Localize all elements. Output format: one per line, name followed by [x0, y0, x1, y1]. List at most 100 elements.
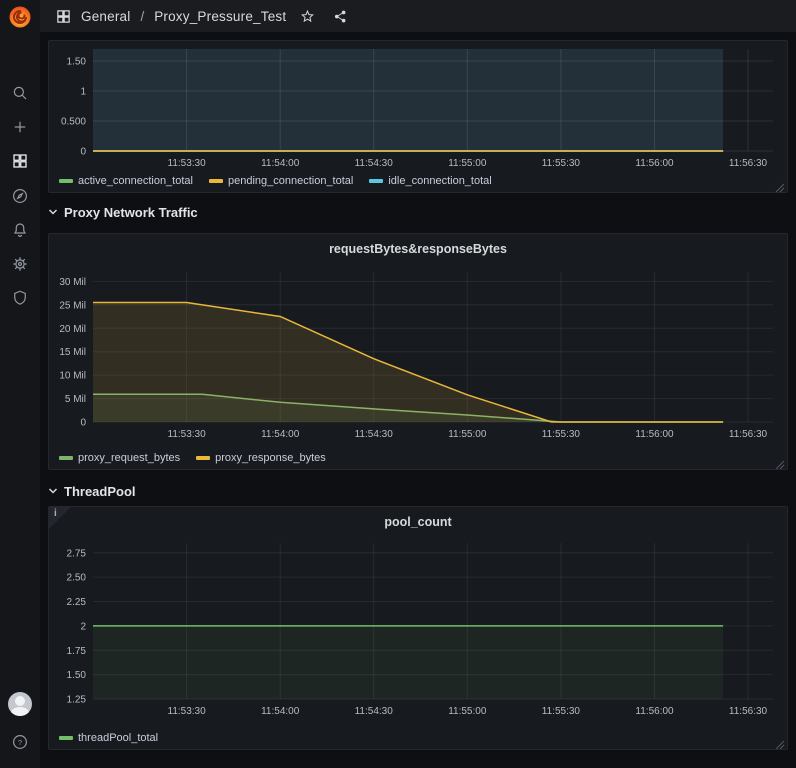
svg-text:11:55:30: 11:55:30 [542, 706, 581, 717]
legend-item[interactable]: idle_connection_total [369, 175, 492, 187]
sidebar: ? [0, 0, 40, 768]
legend-swatch-icon [59, 179, 73, 183]
legend-item[interactable]: pending_connection_total [208, 175, 354, 187]
panel-request-response-bytes: requestBytes&responseBytes 0 5 Mil 10 Mil 1… [48, 233, 788, 470]
svg-text:11:55:00: 11:55:00 [448, 706, 487, 717]
svg-text:11:55:30: 11:55:30 [542, 158, 581, 169]
svg-text:0: 0 [80, 147, 86, 158]
legend-label: idle_connection_total [388, 175, 492, 187]
svg-text:30 Mil: 30 Mil [59, 277, 86, 288]
legend-label: pending_connection_total [227, 175, 354, 187]
svg-text:11:55:30: 11:55:30 [542, 429, 581, 440]
svg-text:11:56:00: 11:56:00 [635, 158, 674, 169]
legend-swatch-icon [196, 456, 211, 460]
create-plus-icon[interactable] [0, 114, 40, 140]
svg-text:11:55:00: 11:55:00 [448, 158, 487, 169]
legend-swatch-icon [59, 736, 73, 740]
topbar: General / Proxy_Pressure_Test [40, 0, 796, 32]
svg-text:5 Mil: 5 Mil [65, 394, 86, 405]
svg-text:2.25: 2.25 [67, 597, 87, 608]
legend-label: proxy_response_bytes [215, 452, 326, 464]
svg-text:11:53:30: 11:53:30 [168, 706, 207, 717]
info-icon: i [54, 508, 57, 519]
svg-text:0: 0 [80, 418, 86, 429]
avatar-head [15, 696, 25, 706]
legend-swatch-icon [208, 179, 223, 183]
svg-text:25 Mil: 25 Mil [59, 300, 86, 311]
panel-resize-handle[interactable] [775, 737, 785, 750]
svg-text:?: ? [18, 738, 22, 747]
svg-text:20 Mil: 20 Mil [59, 324, 86, 335]
legend-item[interactable]: proxy_request_bytes [59, 452, 180, 464]
server-admin-shield-icon[interactable] [0, 285, 40, 311]
dashboards-icon[interactable] [0, 148, 40, 174]
svg-text:1.75: 1.75 [67, 646, 87, 657]
breadcrumb-dashboard-title[interactable]: Proxy_Pressure_Test [154, 8, 287, 24]
panel-title[interactable]: requestBytes&responseBytes [329, 242, 507, 256]
svg-text:11:56:30: 11:56:30 [729, 429, 768, 440]
legend-item[interactable]: threadPool_total [59, 732, 158, 744]
panel-connections: 0 0.500 1 1.50 11:53:30 11:54:00 11:54:30 11:55… [48, 40, 788, 193]
panel-resize-handle[interactable] [775, 180, 785, 193]
panel-title[interactable]: pool_count [384, 515, 452, 529]
svg-text:11:54:30: 11:54:30 [355, 158, 394, 169]
svg-text:11:56:00: 11:56:00 [635, 706, 674, 717]
svg-text:1: 1 [80, 87, 86, 98]
section-label: ThreadPool [64, 483, 136, 499]
search-icon[interactable] [0, 80, 40, 106]
svg-text:2.75: 2.75 [67, 548, 87, 559]
svg-text:11:54:00: 11:54:00 [261, 429, 300, 440]
chevron-down-icon [48, 488, 58, 494]
breadcrumb-separator: / [140, 8, 145, 24]
share-icon[interactable] [333, 9, 348, 24]
svg-text:1.50: 1.50 [67, 57, 87, 68]
row-threadpool[interactable]: ThreadPool [48, 479, 136, 503]
svg-text:2.50: 2.50 [67, 573, 87, 584]
alerting-bell-icon[interactable] [0, 217, 40, 243]
svg-text:2: 2 [80, 621, 86, 632]
connections-legend: active_connection_total pending_connectio… [59, 175, 492, 187]
legend-swatch-icon [59, 456, 73, 460]
grafana-logo-icon[interactable] [8, 5, 32, 29]
user-avatar[interactable] [8, 692, 32, 716]
legend-item[interactable]: proxy_response_bytes [196, 452, 326, 464]
legend-label: active_connection_total [78, 175, 193, 187]
svg-text:11:55:00: 11:55:00 [448, 429, 487, 440]
request-response-chart[interactable]: 0 5 Mil 10 Mil 15 Mil 20 Mil 25 Mil 30 Mil 11:5… [51, 260, 787, 446]
svg-text:11:54:30: 11:54:30 [355, 706, 394, 717]
dashboard-grid-icon[interactable] [56, 9, 71, 24]
configuration-gear-icon[interactable] [0, 251, 40, 277]
connections-chart[interactable]: 0 0.500 1 1.50 11:53:30 11:54:00 11:54:30 11:55… [51, 43, 787, 173]
help-icon[interactable]: ? [0, 729, 40, 755]
chevron-down-icon [48, 209, 58, 215]
svg-text:11:54:00: 11:54:00 [261, 158, 300, 169]
svg-text:11:56:00: 11:56:00 [635, 429, 674, 440]
svg-text:1.25: 1.25 [67, 695, 87, 706]
avatar-body [11, 707, 29, 716]
row-proxy-network-traffic[interactable]: Proxy Network Traffic [48, 200, 198, 224]
svg-text:11:53:30: 11:53:30 [168, 158, 207, 169]
legend-label: proxy_request_bytes [78, 452, 181, 464]
legend-label: threadPool_total [78, 732, 159, 744]
section-label: Proxy Network Traffic [64, 204, 198, 220]
request-response-legend: proxy_request_bytes proxy_response_bytes [59, 452, 326, 464]
svg-text:11:56:30: 11:56:30 [729, 158, 768, 169]
legend-item[interactable]: active_connection_total [59, 175, 193, 187]
explore-compass-icon[interactable] [0, 183, 40, 209]
panel-resize-handle[interactable] [775, 457, 785, 470]
svg-text:11:54:00: 11:54:00 [261, 706, 300, 717]
legend-swatch-icon [369, 179, 384, 183]
svg-text:11:53:30: 11:53:30 [168, 429, 207, 440]
breadcrumb-folder[interactable]: General [81, 8, 131, 24]
panel-pool-count: i pool_count 1.25 1.50 1.75 2 2.25 2.50 2.75 11… [48, 506, 788, 750]
svg-text:11:54:30: 11:54:30 [355, 429, 394, 440]
pool-count-chart[interactable]: 1.25 1.50 1.75 2 2.25 2.50 2.75 11:53:30 11:54:0… [51, 533, 787, 723]
pool-count-legend: threadPool_total [59, 732, 158, 744]
svg-text:15 Mil: 15 Mil [59, 347, 86, 358]
svg-text:10 Mil: 10 Mil [59, 371, 86, 382]
svg-text:1.50: 1.50 [67, 670, 87, 681]
panel-info-corner[interactable] [49, 507, 71, 529]
svg-text:0.500: 0.500 [61, 117, 86, 128]
star-icon[interactable] [300, 9, 315, 24]
